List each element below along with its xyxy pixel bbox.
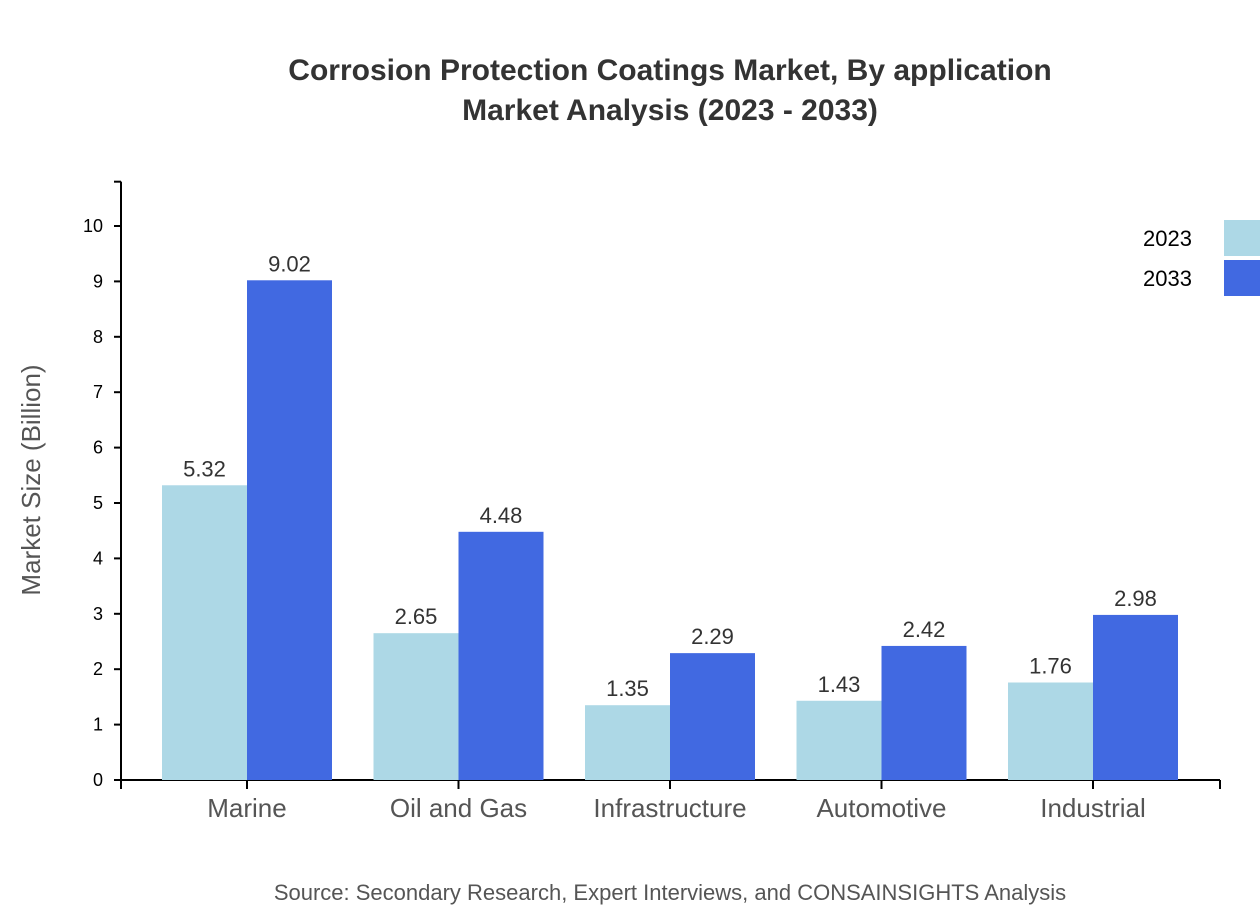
y-tick-label: 1 xyxy=(93,715,103,735)
legend-label-2033: 2033 xyxy=(1143,266,1192,291)
bar-2023-oil-and-gas xyxy=(373,633,459,780)
x-tick-label: Industrial xyxy=(1040,793,1146,823)
legend: 2023 2033 xyxy=(1143,220,1260,296)
bar-2033-marine xyxy=(247,280,332,780)
y-tick-label: 9 xyxy=(93,271,103,291)
data-label: 2.29 xyxy=(691,624,734,649)
y-tick-label: 10 xyxy=(83,216,103,236)
y-tick-label: 6 xyxy=(93,438,103,458)
data-label: 9.02 xyxy=(268,251,311,276)
y-tick-label: 8 xyxy=(93,327,103,347)
x-tick-label: Oil and Gas xyxy=(390,793,527,823)
legend-swatch-2023 xyxy=(1224,220,1260,256)
y-tick-label: 2 xyxy=(93,659,103,679)
bars: 5.32 9.02 2.65 4.48 1.35 2.29 1.43 2.42 1.76 2.98 xyxy=(162,251,1178,780)
source-note: Source: Secondary Research, Expert Inter… xyxy=(274,880,1066,905)
axes: 0 1 2 3 4 5 6 7 8 9 10 Marine Oil and Gas Infrastruct… xyxy=(83,180,1221,823)
legend-label-2023: 2023 xyxy=(1143,226,1192,251)
chart-title-line1: Corrosion Protection Coatings Market, By… xyxy=(288,54,1051,87)
y-tick-label: 5 xyxy=(93,493,103,513)
y-tick-label: 4 xyxy=(93,548,103,568)
data-label: 5.32 xyxy=(183,456,226,481)
data-label: 1.76 xyxy=(1029,653,1072,678)
data-label: 1.43 xyxy=(818,672,861,697)
bar-2023-infrastructure xyxy=(585,705,670,780)
bar-2033-industrial xyxy=(1093,614,1178,780)
y-tick-label: 7 xyxy=(93,382,103,402)
x-tick-label: Automotive xyxy=(816,793,946,823)
data-label: 2.42 xyxy=(903,617,946,642)
bar-2023-industrial xyxy=(1008,682,1093,780)
x-tick-label: Marine xyxy=(207,793,286,823)
y-axis-label: Market Size (Billion) xyxy=(16,364,46,595)
bar-2023-marine xyxy=(162,485,247,780)
bar-2033-oil-and-gas xyxy=(458,531,544,780)
chart-title-line2: Market Analysis (2023 - 2033) xyxy=(462,94,878,127)
bar-2033-automotive xyxy=(881,645,967,780)
data-label: 2.65 xyxy=(395,604,438,629)
y-tick-label: 0 xyxy=(93,770,103,790)
bar-2033-infrastructure xyxy=(670,653,755,780)
data-label: 4.48 xyxy=(480,503,523,528)
data-label: 1.35 xyxy=(606,676,649,701)
bar-2023-automotive xyxy=(796,700,882,780)
legend-swatch-2033 xyxy=(1224,260,1260,296)
data-label: 2.98 xyxy=(1114,586,1157,611)
y-tick-label: 3 xyxy=(93,604,103,624)
x-tick-label: Infrastructure xyxy=(593,793,746,823)
